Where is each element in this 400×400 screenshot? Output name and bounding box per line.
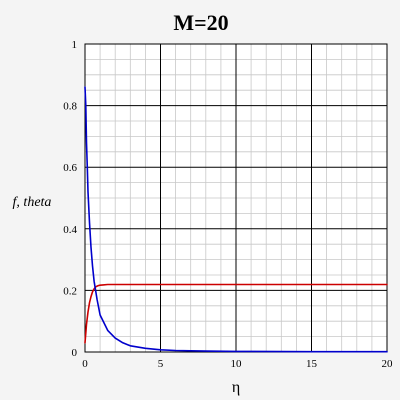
- chart-title: M=20: [173, 10, 228, 35]
- x-tick-label: 10: [231, 358, 243, 370]
- plot-area: 0 5 10 15 20 0 0.2 0.4 0.6 0.8 1: [63, 39, 393, 370]
- y-tick-label: 0.8: [63, 101, 77, 113]
- y-tick-label: 1: [72, 39, 78, 51]
- x-tick-label: 20: [382, 358, 394, 370]
- series-line-2: [84, 86, 388, 353]
- x-tick-label: 15: [306, 358, 318, 370]
- x-axis-label: η: [232, 379, 240, 396]
- y-tick-label: 0.6: [63, 162, 77, 174]
- y-axis-label: f, theta: [13, 195, 52, 210]
- x-tick-label: 0: [82, 358, 88, 370]
- y-tick-label: 0: [72, 347, 78, 359]
- x-tick-label: 5: [158, 358, 164, 370]
- series-line-1: [84, 283, 388, 344]
- y-tick-label: 0.4: [63, 224, 77, 236]
- y-tick-label: 0.2: [63, 285, 77, 297]
